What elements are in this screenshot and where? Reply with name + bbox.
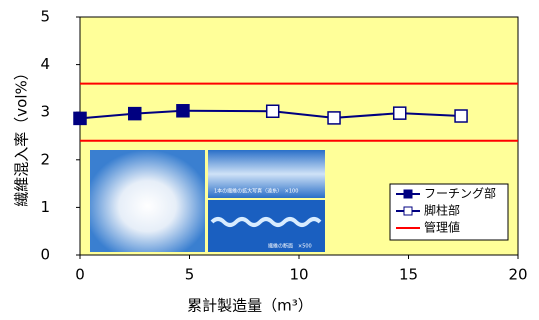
marker (177, 105, 189, 117)
x-tick-label: 0 (75, 266, 85, 284)
legend-label: 管理値 (424, 220, 460, 235)
photo-caption: 1本の繊維の拡大写真（遠糸） ×100 (214, 188, 298, 195)
x-tick-label: 10 (289, 266, 308, 284)
marker (129, 108, 141, 120)
marker (267, 105, 279, 117)
legend-marker (404, 207, 412, 215)
photo-caption: 繊維の断面 ×500 (268, 243, 312, 250)
marker (394, 107, 406, 119)
marker (328, 112, 340, 124)
y-tick-label: 4 (40, 55, 50, 73)
x-tick-label: 5 (185, 266, 195, 284)
x-tick-label: 15 (399, 266, 418, 284)
y-tick-label: 5 (40, 8, 50, 26)
y-axis-label: 繊維混入率（vol%） (13, 65, 31, 206)
chart: 1本の繊維の拡大写真（遠糸） ×100 繊維の断面 ×500 累計製造量（m³）… (0, 0, 539, 320)
y-tick-label: 2 (40, 150, 50, 168)
x-tick-label: 20 (508, 266, 527, 284)
legend-label: フーチング部 (424, 186, 496, 201)
marker (74, 112, 86, 124)
y-tick-label: 1 (40, 198, 50, 216)
legend-marker (404, 190, 412, 198)
legend-label: 脚柱部 (424, 203, 460, 218)
x-axis-label: 累計製造量（m³） (187, 297, 313, 315)
y-tick-label: 3 (40, 103, 50, 121)
marker (455, 110, 467, 122)
y-tick-label: 0 (40, 246, 50, 264)
photo (90, 150, 205, 252)
